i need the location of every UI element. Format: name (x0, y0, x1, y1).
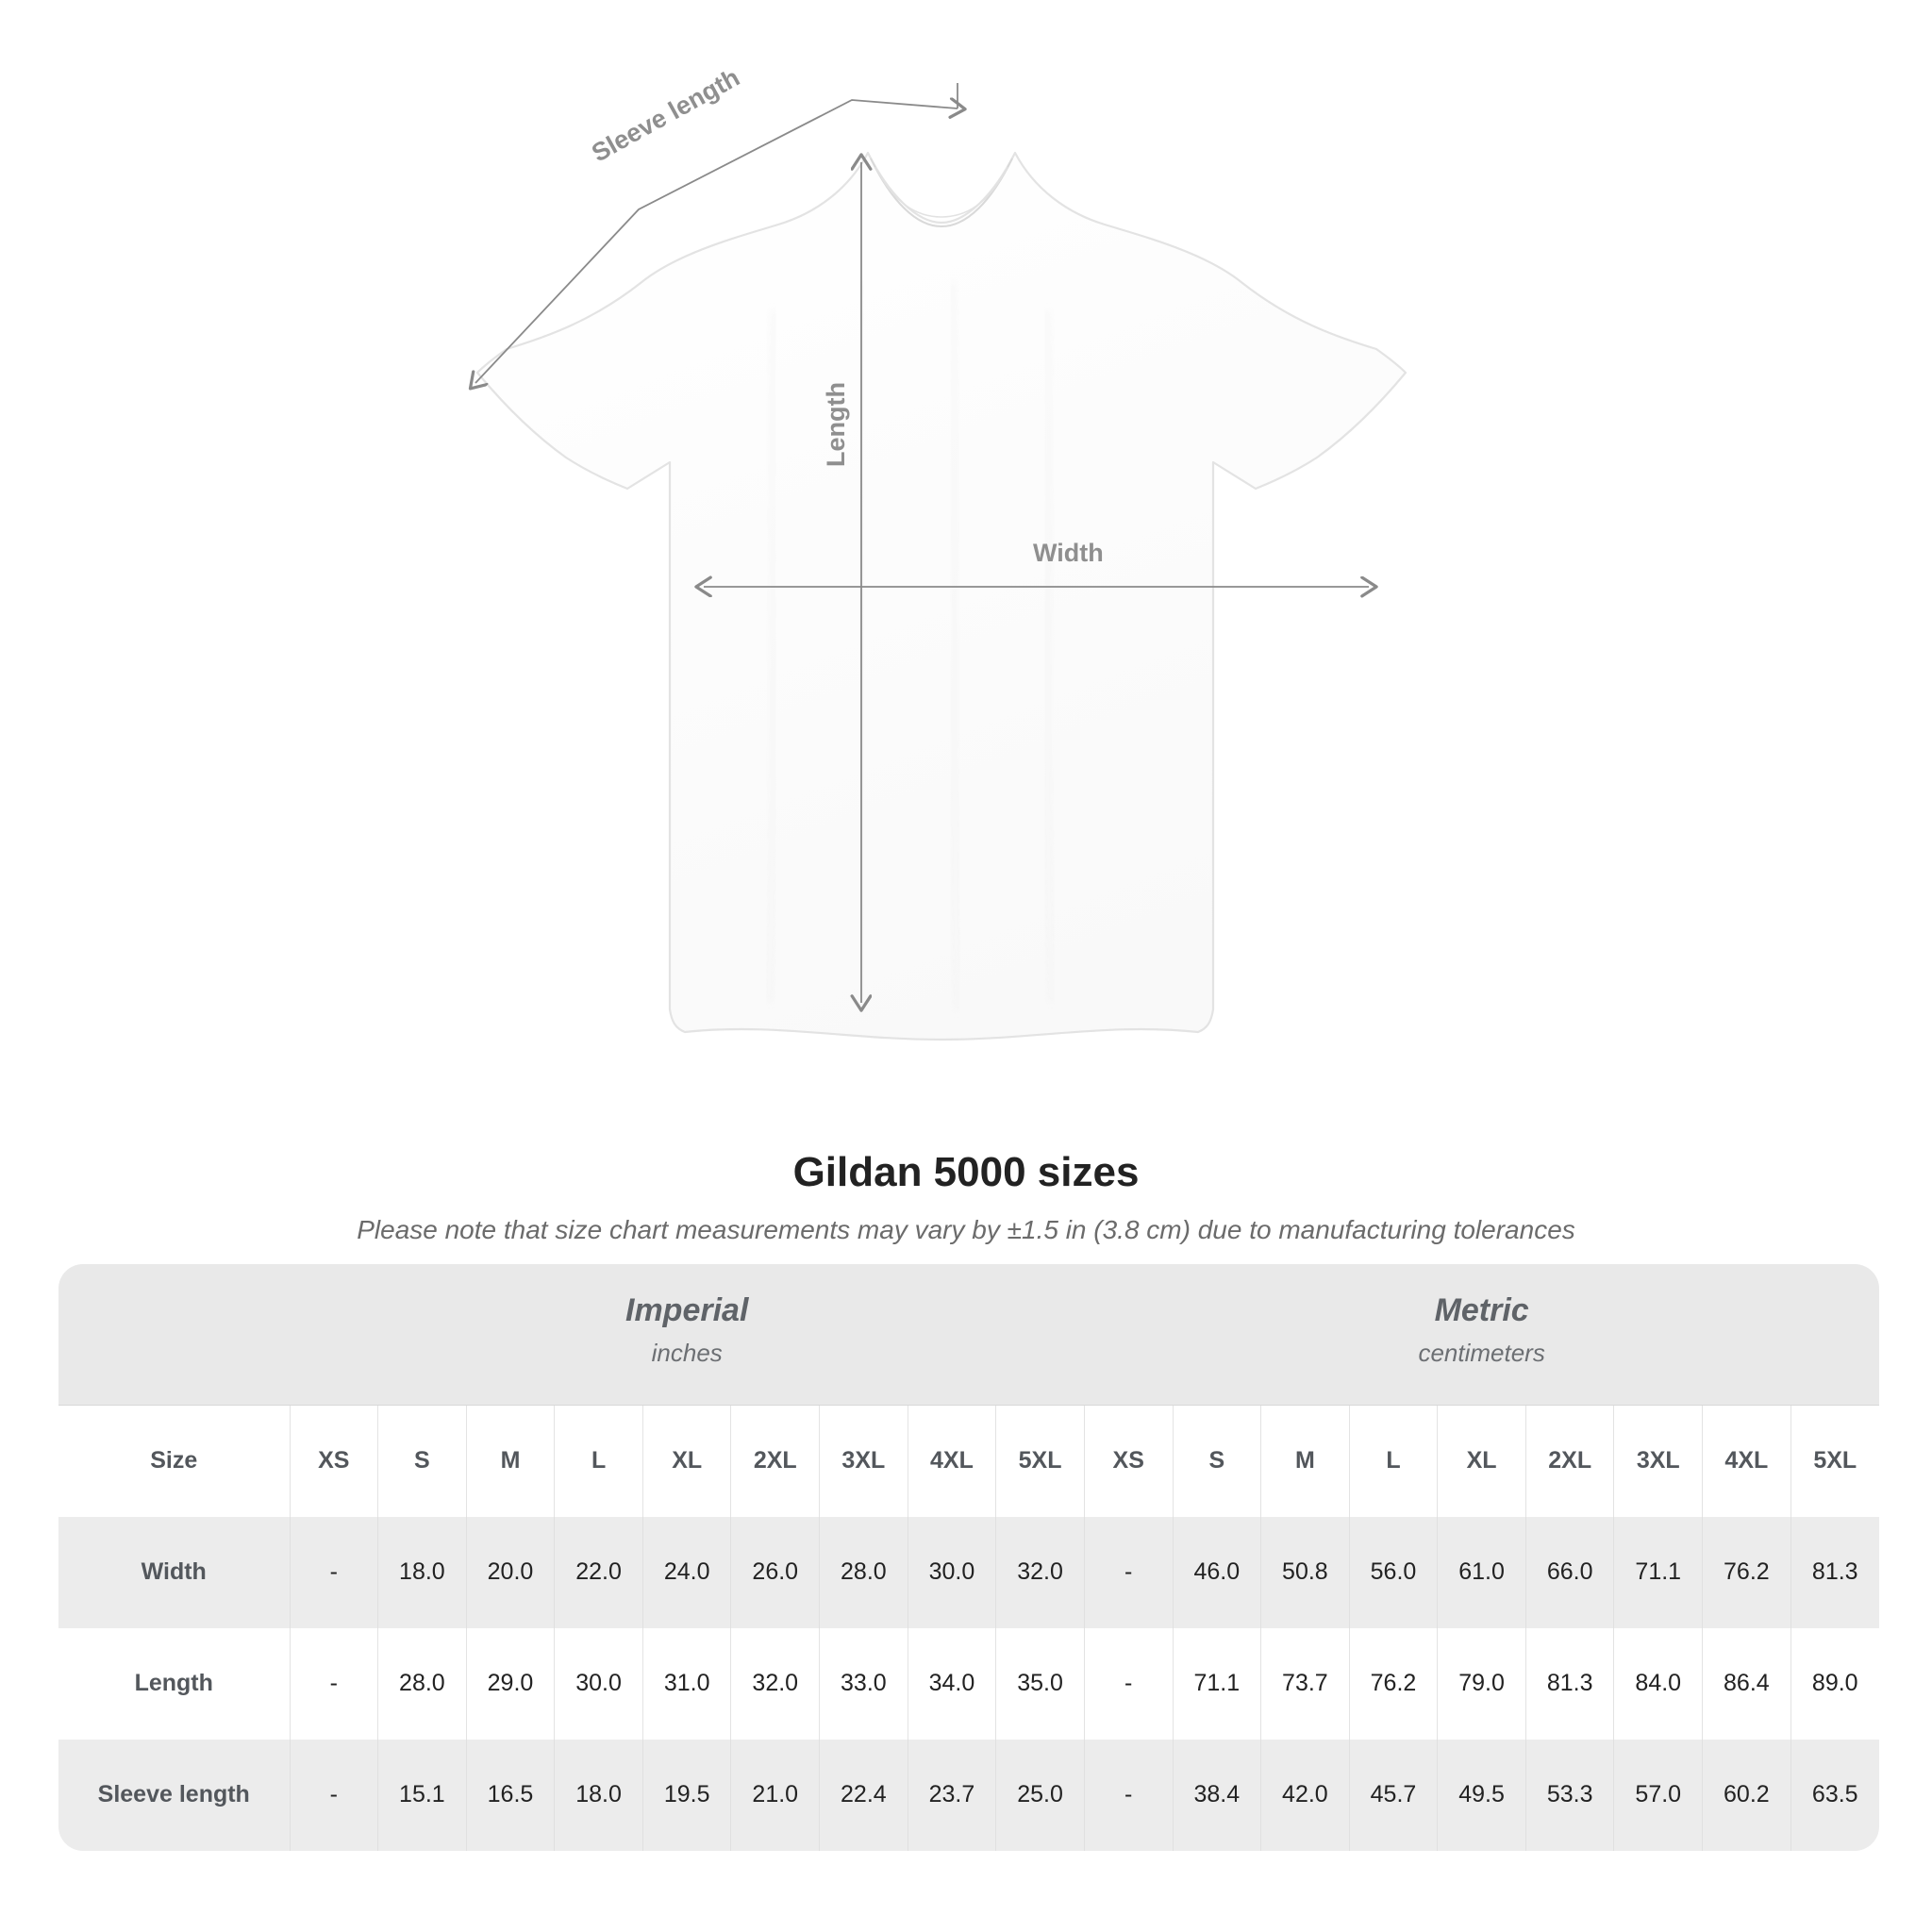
svg-text:Width: Width (1033, 539, 1104, 567)
svg-text:Sleeve length: Sleeve length (587, 63, 744, 168)
svg-text:Length: Length (822, 382, 850, 467)
